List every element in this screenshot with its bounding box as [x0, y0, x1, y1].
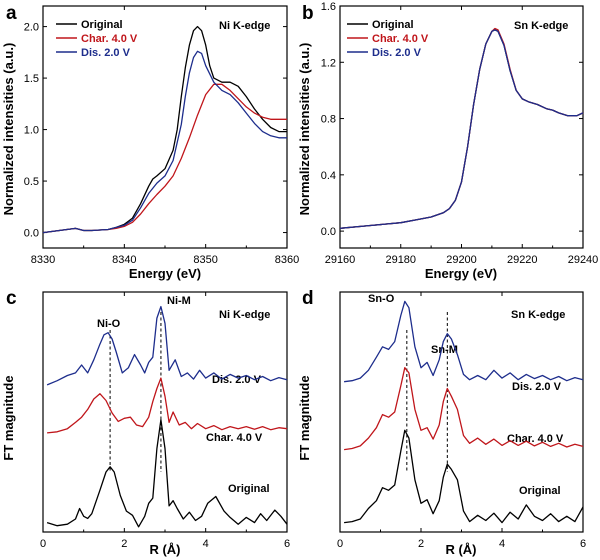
plot-frame: [42, 5, 288, 249]
panel-b-letter: b: [302, 3, 314, 24]
series-line-char-4-0-v: [47, 377, 288, 434]
y-tick-label: 1.0: [24, 125, 39, 137]
panel-d-label-dis: Dis. 2.0 V: [512, 381, 562, 393]
panel-b-edge-label: Sn K-edge: [514, 20, 568, 32]
x-tick-label: 0: [337, 538, 343, 550]
series-line-dis-2-0-v: [42, 50, 287, 234]
x-tick-label: 6: [580, 538, 586, 550]
series-line-original: [46, 419, 288, 528]
x-tick-label: 8360: [275, 254, 299, 266]
legend-label-char: Char. 4.0 V: [81, 33, 138, 45]
panel-a-legend: Original Char. 4.0 V Dis. 2.0 V: [56, 19, 138, 59]
panel-b: b Sn K-edge Normalized intensities (a.u.…: [297, 1, 598, 281]
panel-d-label-char: Char. 4.0 V: [507, 433, 564, 445]
y-tick-label: 0.0: [24, 228, 39, 240]
x-tick-label: 4: [499, 538, 505, 550]
panel-a-xlabel: Energy (eV): [129, 266, 201, 281]
x-tick-label: 29160: [325, 254, 356, 266]
x-tick-label: 29180: [385, 254, 416, 266]
y-tick-label: 2.0: [24, 22, 39, 34]
series-line-original: [339, 29, 584, 229]
panel-a: a Ni K-edge Normalized intensities (a.u.…: [1, 3, 299, 281]
panel-a-letter: a: [6, 3, 17, 24]
legend-label-original: Original: [81, 19, 123, 31]
panel-a-edge-label: Ni K-edge: [219, 20, 270, 32]
panel-d-peak2-label: Sn-M: [431, 344, 458, 356]
panel-d-label-orig: Original: [519, 485, 561, 497]
panel-c-peak1-label: Ni-O: [97, 318, 121, 330]
y-tick-label: 1.6: [321, 1, 336, 13]
y-tick-label: 0.0: [321, 226, 336, 238]
series-line-dis-2-0-v: [344, 300, 584, 383]
legend-label-dis: Dis. 2.0 V: [81, 47, 131, 59]
panel-d-edge-label: Sn K-edge: [511, 309, 565, 321]
panel-a-ylabel: Normalized intensities (a.u.): [1, 43, 16, 216]
x-tick-label: 29200: [446, 254, 477, 266]
panel-d-ylabel: FT magnitude: [297, 375, 312, 460]
legend-label-char: Char. 4.0 V: [372, 33, 429, 45]
y-tick-label: 0.8: [321, 114, 336, 126]
panel-b-legend: Original Char. 4.0 V Dis. 2.0 V: [347, 19, 429, 59]
panel-b-xlabel: Energy (eV): [425, 266, 497, 281]
panel-c-ylabel: FT magnitude: [1, 375, 16, 460]
x-tick-label: 2: [121, 538, 127, 550]
series-line-char-4-0-v: [42, 83, 287, 234]
x-tick-label: 8330: [31, 254, 55, 266]
panel-d-xlabel: R (Å): [445, 542, 476, 557]
x-tick-label: 8350: [193, 254, 217, 266]
panel-d-peak1-label: Sn-O: [368, 293, 395, 305]
panel-c-peak2-label: Ni-M: [167, 295, 191, 307]
legend-label-original: Original: [372, 19, 414, 31]
series-line-dis-2-0-v: [339, 29, 584, 229]
series-line-dis-2-0-v: [46, 305, 288, 386]
y-tick-label: 0.5: [24, 176, 39, 188]
panel-c: c Ni K-edge Ni-O Ni-M Dis. 2.0 V Char. 4…: [1, 288, 290, 557]
y-tick-label: 1.2: [321, 57, 336, 69]
panel-b-ylabel: Normalized intensities (a.u.): [297, 43, 312, 216]
x-tick-label: 29240: [568, 254, 599, 266]
y-tick-label: 0.4: [321, 170, 336, 182]
panel-c-edge-label: Ni K-edge: [219, 309, 270, 321]
legend-label-dis: Dis. 2.0 V: [372, 47, 422, 59]
panel-d: d Sn K-edge Sn-O Sn-M Dis. 2.0 V Char. 4…: [297, 288, 586, 557]
x-tick-label: 29220: [507, 254, 538, 266]
series-line-original: [42, 25, 287, 234]
series-line-original: [344, 429, 584, 524]
panel-d-letter: d: [302, 288, 314, 309]
panel-c-letter: c: [6, 288, 17, 309]
panel-c-xlabel: R (Å): [149, 542, 180, 557]
series-line-char-4-0-v: [344, 367, 584, 451]
x-tick-label: 2: [418, 538, 424, 550]
x-tick-label: 4: [203, 538, 209, 550]
y-tick-label: 1.5: [24, 73, 39, 85]
panel-c-label-orig: Original: [228, 483, 270, 495]
x-tick-label: 8340: [112, 254, 136, 266]
panel-c-label-char: Char. 4.0 V: [206, 432, 263, 444]
x-tick-label: 0: [40, 538, 46, 550]
x-tick-label: 6: [284, 538, 290, 550]
